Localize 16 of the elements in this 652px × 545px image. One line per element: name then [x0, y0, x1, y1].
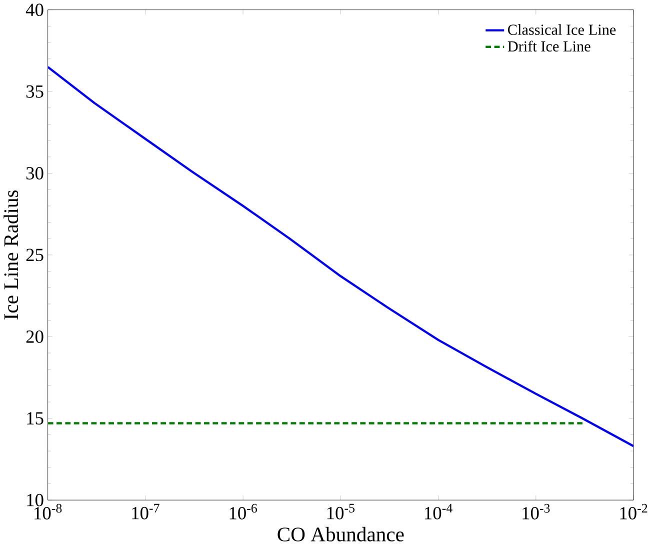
legend-label: Drift Ice Line: [508, 40, 590, 52]
y-tick-label: 35: [26, 85, 44, 98]
x-tick-label: 10$^{-5}$: [327, 504, 354, 520]
y-axis-title: Ice Line Radius: [4, 190, 18, 320]
x-tick-label: 10$^{-7}$: [132, 504, 160, 520]
legend-label: Classical Ice Line: [508, 24, 616, 35]
y-tick-label: 25: [26, 248, 44, 262]
x-tick-label: 10$^{-6}$: [230, 504, 257, 520]
y-tick-label: 30: [26, 167, 44, 180]
x-axis-title: CO Abundance: [278, 526, 404, 542]
x-tick-label: 10$^{-4}$: [425, 504, 452, 520]
x-tick-label: 10$^{-2}$: [620, 504, 648, 520]
y-tick-label: 40: [26, 4, 44, 16]
x-tick-label: 10$^{-3}$: [522, 504, 550, 520]
y-tick-label: 20: [26, 330, 44, 343]
y-tick-label: 15: [27, 412, 44, 425]
